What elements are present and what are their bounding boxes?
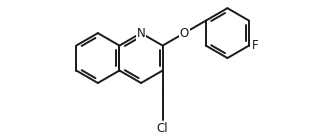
Text: F: F — [252, 39, 259, 52]
Text: O: O — [180, 27, 189, 40]
Text: N: N — [137, 27, 146, 40]
Text: Cl: Cl — [157, 122, 168, 135]
